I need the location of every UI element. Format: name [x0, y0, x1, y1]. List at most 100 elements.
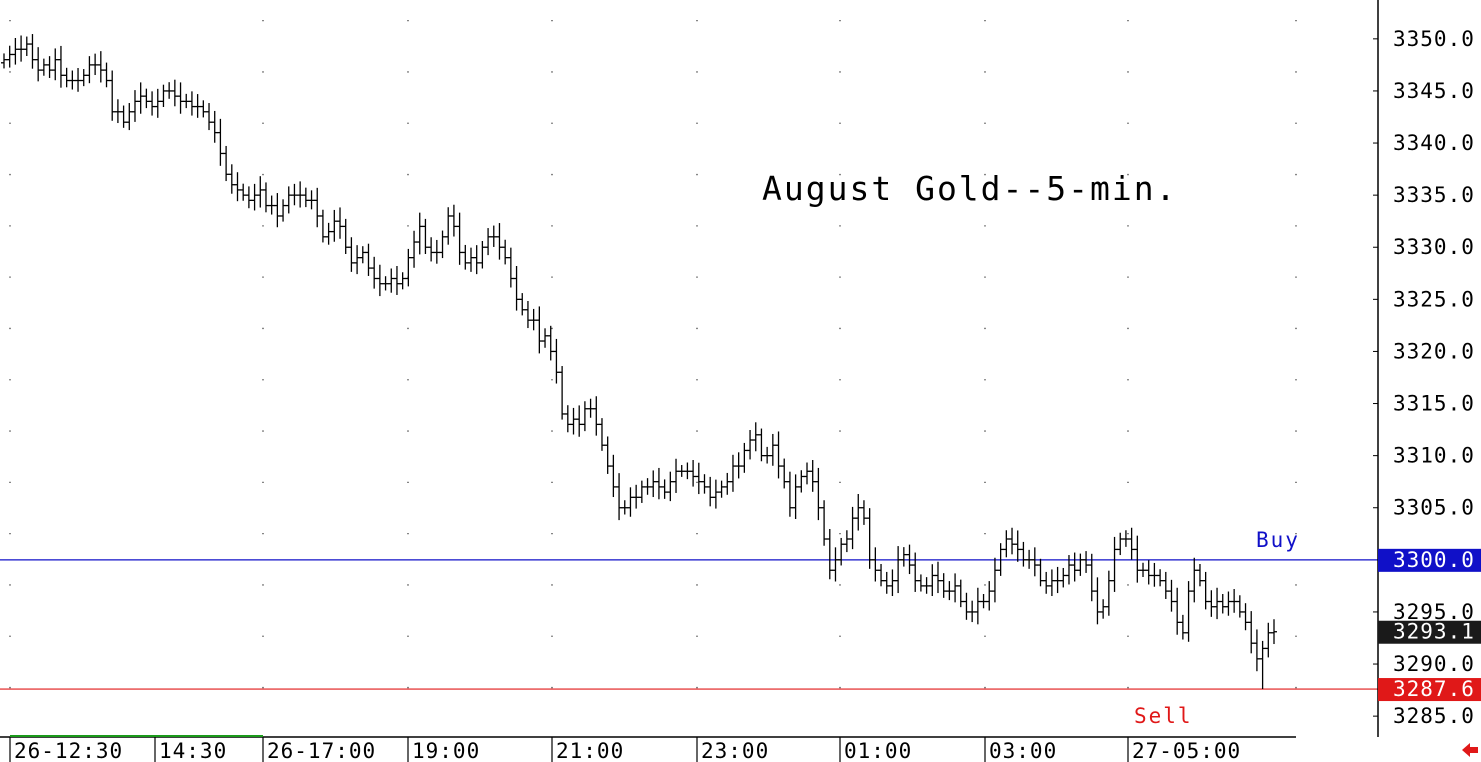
ohlc-bar: [473, 245, 480, 275]
ohlc-bar: [1231, 589, 1238, 613]
ohlc-bar: [302, 187, 309, 208]
x-tick-label: 23:00: [701, 739, 769, 762]
ohlc-bar: [439, 230, 446, 259]
y-tick-label: 3310.0: [1393, 444, 1475, 468]
x-tick-label: 03:00: [989, 739, 1057, 762]
y-tick-label: 3290.0: [1393, 652, 1475, 676]
ohlc-bar: [1111, 536, 1118, 592]
badge-bg: [1378, 678, 1481, 702]
ohlc-bar: [963, 592, 970, 620]
ohlc-bar: [1128, 527, 1135, 560]
ohlc-bar: [974, 587, 981, 625]
ohlc-bar: [650, 470, 657, 498]
ohlc-bar: [843, 530, 850, 553]
ohlc-bar: [1077, 553, 1084, 576]
ohlc-bar: [838, 537, 845, 566]
ohlc-bar: [991, 557, 998, 603]
ohlc-bar: [240, 183, 247, 201]
ohlc-bar: [627, 487, 634, 517]
price-levels: Buy Sell: [0, 528, 1378, 728]
ohlc-bar: [1271, 619, 1277, 645]
ohlc-bar: [707, 476, 714, 507]
x-tick-label: 14:30: [159, 739, 227, 762]
ohlc-bar: [1003, 530, 1010, 558]
ohlc-bar: [1043, 571, 1050, 594]
ohlc-bar: [598, 418, 605, 451]
ohlc-bar: [616, 473, 623, 521]
ohlc-bar: [405, 248, 412, 287]
ohlc-bar: [211, 110, 218, 143]
ohlc-bar: [678, 465, 685, 477]
ohlc-bar: [792, 474, 799, 519]
ohlc-bar: [1248, 611, 1255, 654]
ohlc-bar: [103, 62, 110, 88]
ohlc-bar: [80, 69, 87, 87]
ohlc-bar: [92, 53, 99, 76]
ohlc-bar: [826, 528, 833, 580]
ohlc-bar: [1145, 560, 1152, 585]
ohlc-bar: [257, 176, 264, 208]
ohlc-bar: [980, 594, 987, 609]
ohlc-bar: [536, 306, 543, 354]
ohlc-bar: [724, 472, 731, 495]
ohlc-bar: [769, 433, 776, 466]
ohlc-bar: [291, 183, 298, 206]
ohlc-bar: [673, 458, 680, 493]
ohlc-bar: [456, 212, 463, 265]
ohlc-bar: [376, 264, 383, 297]
ohlc-bar: [69, 70, 76, 90]
ohlc-bar: [422, 218, 429, 254]
ohlc-bar: [1225, 591, 1232, 616]
last-price-badge: 3293.1: [1378, 620, 1481, 644]
ohlc-bar: [883, 571, 890, 594]
ohlc-bar: [450, 204, 457, 237]
ohlc-bar: [934, 561, 941, 594]
ohlc-bar: [866, 508, 873, 569]
ohlc-bar: [519, 293, 526, 316]
ohlc-bar: [308, 190, 315, 210]
ohlc-bar: [638, 480, 645, 503]
ohlc-bar: [1088, 553, 1095, 602]
ohlc-bar: [228, 164, 235, 194]
ohlc-bar: [137, 82, 144, 114]
ohlc-bar: [695, 462, 702, 495]
ohlc-bar: [781, 458, 788, 489]
ohlc-bar: [52, 48, 59, 81]
ohlc-bar: [200, 100, 207, 118]
ohlc-bar: [701, 474, 708, 494]
level-badge-sell: 3287.6: [1378, 677, 1481, 702]
ohlc-bar: [729, 454, 736, 492]
ohlc-bar: [576, 405, 583, 437]
ohlc-bar: [365, 243, 372, 276]
ohlc-bar: [428, 237, 435, 262]
ohlc-bar: [559, 366, 566, 420]
ohlc-bar: [502, 239, 509, 265]
ohlc-bar: [1031, 547, 1038, 577]
ohlc-bar: [929, 564, 936, 597]
ohlc-bar: [832, 547, 839, 582]
ohlc-bar: [467, 247, 474, 272]
ohlc-bar: [524, 301, 531, 329]
ohlc-bar: [97, 51, 104, 83]
ohlc-bar: [690, 460, 697, 487]
ohlc-bar: [1, 53, 7, 69]
ohlc-bar: [633, 484, 640, 509]
ohlc-bar: [906, 544, 913, 575]
ohlc-bar: [1065, 555, 1072, 585]
ohlc-bar: [849, 506, 856, 550]
ohlc-bar: [661, 479, 668, 499]
y-tick-label: 3305.0: [1393, 496, 1475, 520]
ohlc-bars: [1, 34, 1277, 690]
ohlc-bar: [621, 500, 628, 515]
ohlc-bar: [587, 398, 594, 418]
ohlc-bar: [684, 462, 691, 480]
ohlc-bar: [314, 187, 321, 228]
ohlc-bar: [18, 35, 25, 62]
ohlc-bar: [986, 581, 993, 611]
ohlc-bar: [1196, 564, 1203, 587]
ohlc-bar: [1179, 614, 1186, 640]
ohlc-bar: [752, 422, 759, 452]
level-label-sell: Sell: [1134, 704, 1193, 728]
